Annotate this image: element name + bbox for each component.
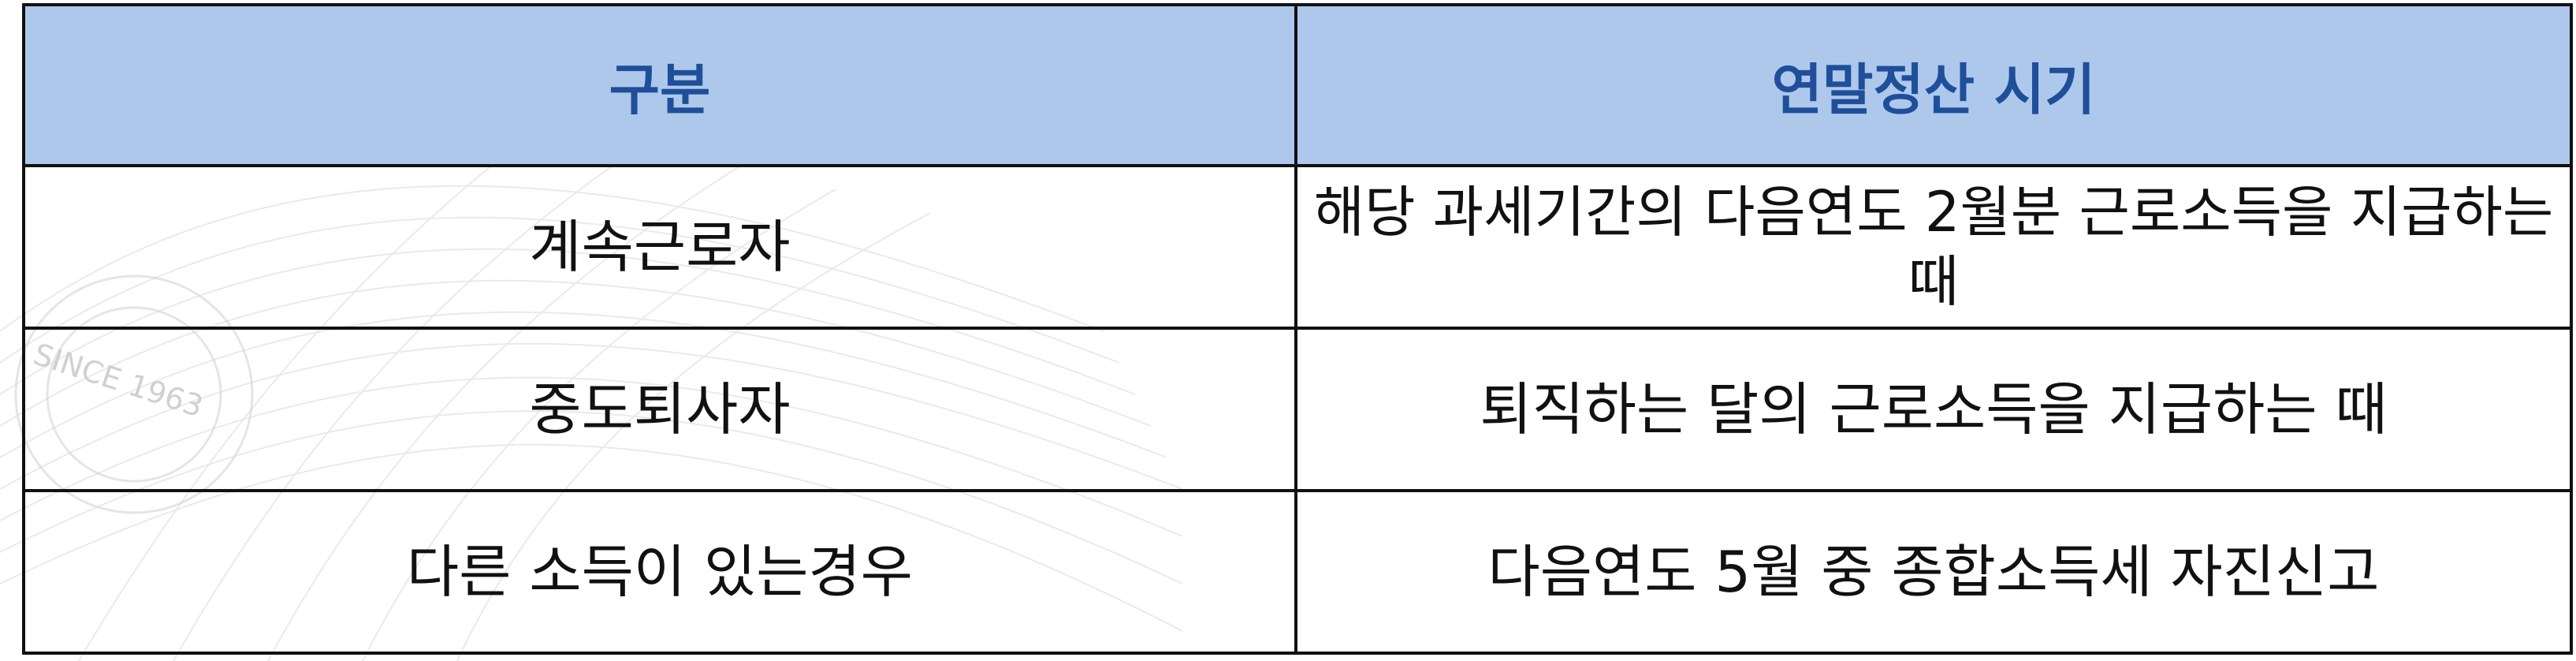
row-category-cell: 다른 소득이 있는경우 <box>22 489 1297 655</box>
table-row: 중도퇴사자 퇴직하는 달의 근로소득을 지급하는 때 <box>22 327 2573 492</box>
year-end-settlement-table: 구분 연말정산 시기 계속근로자 해당 과세기간의 다음연도 2월분 근로소득을… <box>22 3 2573 655</box>
table-header-row: 구분 연말정산 시기 <box>22 3 2573 167</box>
row-category-cell: 중도퇴사자 <box>22 327 1297 492</box>
header-settlement-timing: 연말정산 시기 <box>1294 3 2573 167</box>
table-row: 다른 소득이 있는경우 다음연도 5월 중 종합소득세 자진신고 <box>22 489 2573 655</box>
row-timing-cell: 다음연도 5월 중 종합소득세 자진신고 <box>1294 489 2573 655</box>
header-category: 구분 <box>22 3 1297 167</box>
row-timing-cell: 해당 과세기간의 다음연도 2월분 근로소득을 지급하는 때 <box>1294 164 2573 330</box>
row-category-cell: 계속근로자 <box>22 164 1297 330</box>
row-timing-cell: 퇴직하는 달의 근로소득을 지급하는 때 <box>1294 327 2573 492</box>
table-row: 계속근로자 해당 과세기간의 다음연도 2월분 근로소득을 지급하는 때 <box>22 164 2573 330</box>
